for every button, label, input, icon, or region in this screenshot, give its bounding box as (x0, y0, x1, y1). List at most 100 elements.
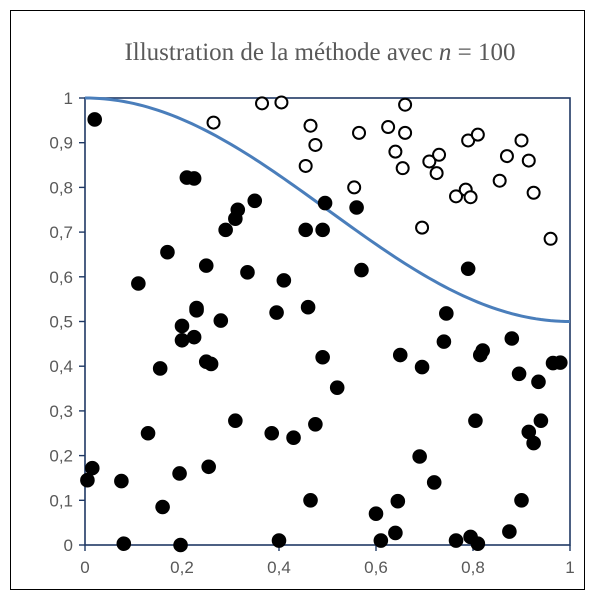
point-below (414, 359, 430, 375)
point-below (368, 506, 384, 522)
point-below (114, 473, 129, 489)
point-below (531, 374, 546, 390)
point-above (255, 96, 270, 111)
point-above (521, 153, 536, 168)
point-below (460, 261, 476, 277)
point-below (317, 195, 333, 211)
point-above (308, 137, 323, 152)
y-tick-label: 0,5 (49, 313, 73, 332)
point-below (354, 262, 369, 278)
point-below (436, 334, 452, 349)
x-tick-label: 0,2 (170, 558, 194, 577)
point-above (470, 127, 485, 142)
point-below (303, 493, 318, 508)
point-below (174, 318, 190, 334)
axes: 0 0,1 0,2 0,3 0,4 0,5 0,6 0,7 0,8 0,9 1 0 0,2 0,4 0,6 0… (49, 89, 574, 577)
point-below (533, 413, 549, 429)
x-tick-label: 0,8 (461, 558, 485, 577)
point-above (449, 189, 464, 204)
point-below (388, 525, 403, 541)
point-below (155, 499, 170, 515)
point-above (352, 125, 367, 140)
point-below (140, 425, 156, 441)
point-below (152, 361, 168, 376)
point-below (230, 202, 246, 218)
points-layer (80, 95, 568, 553)
point-below (173, 537, 188, 553)
point-above (395, 161, 410, 176)
point-below (373, 533, 389, 548)
point-below (276, 273, 292, 288)
point-below (198, 258, 214, 273)
point-below (553, 355, 568, 370)
point-below (412, 449, 427, 464)
x-tick-label: 0,6 (364, 558, 388, 577)
point-above (415, 220, 430, 235)
point-below (392, 347, 408, 363)
point-above (388, 144, 403, 159)
y-tick-label: 0,3 (49, 402, 73, 421)
point-above (298, 158, 313, 173)
point-below (269, 305, 284, 320)
point-below (329, 380, 345, 395)
point-below (511, 366, 527, 382)
point-below (526, 435, 541, 451)
x-tick-label: 1 (565, 558, 574, 577)
point-below (84, 460, 100, 476)
point-below (439, 306, 454, 321)
point-above (398, 97, 413, 112)
point-below (315, 222, 330, 238)
point-below (308, 417, 323, 432)
chart-border (10, 10, 585, 590)
point-below (504, 331, 520, 346)
point-above (526, 185, 541, 200)
point-above (274, 95, 289, 110)
point-below (186, 329, 202, 345)
plot-area (84, 97, 571, 546)
y-tick-label: 1 (64, 89, 73, 108)
point-below (448, 533, 464, 548)
point-below (264, 425, 280, 441)
point-above (492, 173, 507, 188)
point-below (201, 459, 216, 475)
point-above (347, 180, 362, 195)
point-below (240, 265, 255, 280)
point-above (303, 118, 318, 133)
y-tick-label: 0,7 (49, 223, 73, 242)
point-below (298, 222, 313, 238)
point-above (432, 147, 447, 162)
point-below (80, 472, 95, 488)
point-below (475, 343, 491, 358)
point-below (349, 200, 364, 215)
point-below (203, 356, 219, 372)
point-below (514, 493, 529, 508)
point-below (228, 413, 243, 429)
x-tick-label: 0 (80, 558, 89, 577)
point-below (247, 193, 263, 209)
y-tick-label: 0 (64, 536, 73, 555)
y-tick-label: 0,1 (49, 491, 73, 510)
point-below (470, 536, 486, 551)
point-below (87, 112, 102, 127)
point-below (271, 533, 287, 548)
point-below (189, 300, 204, 316)
y-tick-label: 0,9 (49, 134, 73, 153)
y-tick-label: 0,2 (49, 447, 73, 466)
point-above (381, 120, 396, 135)
x-tick-label: 0,4 (267, 558, 291, 577)
point-below (160, 244, 175, 260)
y-tick-label: 0,8 (49, 178, 73, 197)
point-below (213, 313, 229, 328)
point-below (502, 524, 517, 539)
point-below (468, 413, 483, 429)
y-tick-label: 0,4 (49, 357, 73, 376)
point-below (426, 475, 442, 490)
chart-title: Illustration de la méthode avec n = 100 (124, 39, 515, 66)
point-above (543, 231, 558, 246)
y-tick-label: 0,6 (49, 268, 73, 287)
point-below (172, 466, 187, 481)
point-above (206, 115, 221, 130)
point-above (398, 125, 413, 140)
